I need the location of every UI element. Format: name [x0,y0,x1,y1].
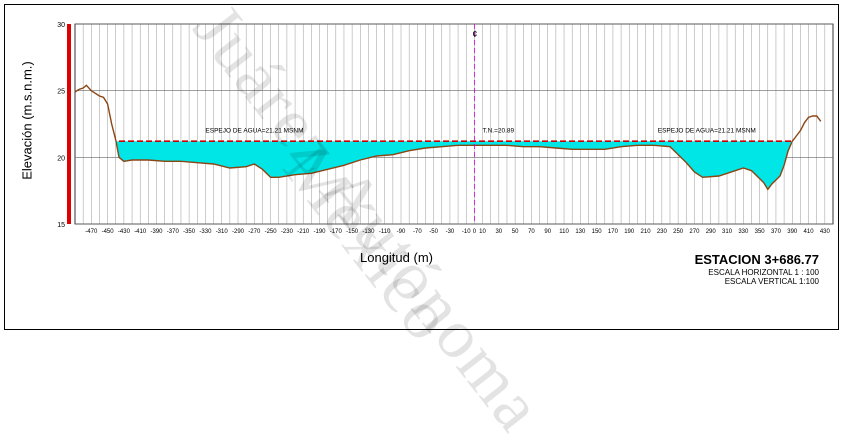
x-tick-label: -310 [216,229,229,235]
annotation-label: ESPEJO DE AGUA=21.21 MSNM [658,128,756,135]
x-tick-label: 50 [512,229,519,235]
x-tick-label: -170 [330,229,343,235]
x-tick-label: 310 [722,229,733,235]
x-tick-label: -10 [462,229,471,235]
x-tick-label: 90 [544,229,551,235]
vertical-scale: ESCALA VERTICAL 1:100 [724,277,819,286]
left-scale-bar [67,24,71,224]
x-tick-label: -130 [362,229,375,235]
x-tick-label: 330 [738,229,749,235]
x-tick-label: 350 [755,229,766,235]
x-tick-label: -50 [429,229,438,235]
x-tick-label: -250 [265,229,278,235]
x-axis-label: Longitud (m) [360,250,433,265]
x-tick-label: 430 [820,229,831,235]
x-tick-label: 250 [673,229,684,235]
x-tick-label: 130 [575,229,586,235]
x-tick-label: 30 [495,229,502,235]
x-tick-label: -370 [167,229,180,235]
reference-lines: ¢ [67,24,793,224]
annotation-label: T.N.=20.89 [483,128,515,135]
x-tick-label: 190 [624,229,635,235]
x-tick-label: -470 [85,229,98,235]
horizontal-scale: ESCALA HORIZONTAL 1 : 100 [708,268,819,277]
x-tick-label: -350 [183,229,196,235]
station-title: ESTACION 3+686.77 [694,252,819,267]
x-tick-label: -430 [118,229,131,235]
x-tick-label: 10 [479,229,486,235]
annotation-label: ESPEJO DE AGUA=21.21 MSNM [205,128,303,135]
x-tick-label: 70 [528,229,535,235]
x-tick-label: -150 [346,229,359,235]
x-tick-label: -190 [314,229,327,235]
x-tick-label: -230 [281,229,294,235]
x-tick-label: -110 [379,229,391,235]
x-tick-label: -30 [446,229,455,235]
x-tick-label: -450 [102,229,115,235]
x-tick-label: 170 [608,229,619,235]
x-tick-label: 210 [641,229,652,235]
x-tick-label: -330 [199,229,212,235]
x-tick-label: 290 [706,229,717,235]
grid [74,23,834,225]
x-tick-label: -90 [397,229,406,235]
centerline-label: ¢ [472,29,477,39]
y-tick-label: 30 [57,22,65,29]
x-tick-label: 390 [787,229,798,235]
x-tick-label: -70 [413,229,422,235]
x-tick-label: 370 [771,229,782,235]
x-tick-label: -210 [297,229,310,235]
y-tick-label: 25 [57,89,65,96]
x-tick-label: 150 [592,229,603,235]
x-tick-label: -390 [150,229,163,235]
x-tick-label: 230 [657,229,668,235]
x-tick-label: 110 [559,229,569,235]
tick-labels: 15 20 25 30 -470 -450 -430 -410 -390 -370 -350 -330… [57,22,830,235]
y-axis-label: Elevación (m.s.n.m.) [19,61,35,180]
x-tick-label: 0 [473,229,477,235]
x-tick-label: -410 [134,229,147,235]
x-tick-label: -270 [248,229,261,235]
water-fill [115,141,793,190]
x-tick-label: 410 [804,229,815,235]
drawing-frame [4,4,839,330]
y-tick-label: 15 [57,222,65,229]
x-tick-label: -290 [232,229,245,235]
y-tick-label: 20 [57,155,65,162]
annotations: ESPEJO DE AGUA=21.21 MSNM T.N.=20.89 ESPEJ… [205,128,755,135]
x-tick-label: 270 [689,229,700,235]
water-area [115,141,793,190]
